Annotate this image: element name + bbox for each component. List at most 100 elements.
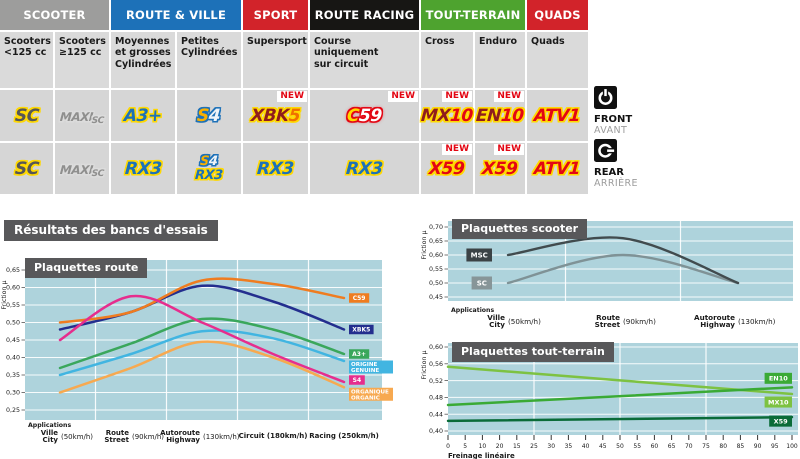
subcategory-header: Quads [527,32,588,88]
x-category-label: Highway [166,436,200,444]
series-label-box [349,293,370,303]
series-label: ORGANIQUE [351,389,389,395]
offroad-chart-title: Plaquettes tout-terrain [452,342,614,362]
x-axis-title: Freinage linéaire [448,452,515,459]
y-tick-label: 0,60 [6,285,20,292]
new-badge: NEW [388,91,418,102]
x-tick-label: 5 [463,443,467,450]
category-header-tout-terrain: TOUT-TERRAIN [421,0,525,30]
front-label-en: FRONT [594,114,633,125]
category-header-quads: QUADS [527,0,588,30]
x-category-speed: (130km/h) [738,317,776,326]
series-label: XBK5 [352,327,370,334]
x-tick-label: 10 [479,443,487,450]
x-category-speed: (90km/h) [623,317,656,326]
new-badge: NEW [442,91,472,102]
product-logo-sc: SC [13,105,40,126]
subcategory-header: Scooters <125 cc [0,32,53,88]
series-line-c59 [58,277,346,324]
series-label: MX10 [768,398,789,406]
y-tick-label: 0,56 [429,361,443,368]
product-logo-maxisc: MAXISC [59,162,105,179]
y-tick-label: 0,48 [429,395,443,402]
category-header-route-ville: ROUTE & VILLE [111,0,241,30]
rear-axle-label: REAR ARRIÈRE [594,139,644,189]
front-product-cell: NEW XBK5 [243,90,308,141]
x-tick-label: 90 [754,443,762,450]
series-label: SC [477,279,487,287]
x-axis-title: Applications [451,307,494,314]
series-label-box [769,415,792,427]
category-header-route-racing: ROUTE RACING [310,0,419,30]
subcategory-header: Moyennes et grosses Cylindrées [111,32,175,88]
x-category-label: Circuit (180km/h) [239,432,308,440]
series-label: S4 [353,377,362,384]
rear-product-cell: MAXISC [55,143,109,194]
category-header-sport: SPORT [243,0,308,30]
x-category-label: Street [104,436,129,444]
front-product-cell: NEW MX10 [420,90,474,141]
series-label: ORIGINE [351,362,377,368]
x-tick-label: 20 [496,443,504,450]
front-product-cell: S4 [177,90,241,141]
product-logo-mx10: MX10 [420,105,474,126]
series-line-x59 [446,415,794,423]
route-chart-title: Plaquettes route [25,258,148,278]
x-category-label: Autoroute [694,313,735,322]
y-tick-label: 0,40 [429,428,443,435]
y-tick-label: 0,45 [6,337,20,344]
series-label-box [349,375,365,385]
y-axis-title: Friction µ [421,230,428,259]
series-line-origine [58,329,346,377]
product-logo-atv1: ATV1 [533,105,582,126]
series-label: X59 [774,418,789,426]
x-tick-label: 55 [633,443,641,450]
series-line-en10 [446,386,794,407]
y-tick-label: 0,50 [429,280,443,287]
product-logo-x59: X59 [428,158,466,179]
rear-product-cell: S4 RX3 [177,143,241,194]
product-logo-x59: X59 [481,158,519,179]
y-axis-title: Friction µ [421,350,428,379]
x-category-label: Autoroute [160,429,200,437]
front-label-fr: AVANT [594,125,628,136]
x-category-label: Route [596,313,620,322]
y-tick-label: 0,30 [6,390,20,397]
x-category-label: Route [106,429,130,437]
subcategory-header: Supersport [243,32,308,88]
x-tick-label: 85 [737,443,745,450]
rear-product-cell: RX3 [111,143,175,194]
series-label: C59 [353,295,366,302]
y-tick-label: 0,44 [429,411,443,418]
x-category-label: City [43,436,59,444]
product-logo-c59: C59 [346,105,383,126]
series-line-a3+ [58,317,346,370]
series-label: GENUINE [351,368,379,374]
rear-label-en: REAR [594,167,624,178]
series-label: A3+ [352,351,366,358]
new-badge: NEW [442,144,472,155]
front-brake-disc-icon [594,86,617,113]
rear-brake-disc-icon [594,139,617,166]
product-logo-sc: SC [13,158,40,179]
series-line-s4 [58,294,346,384]
x-category-label: City [489,320,505,329]
x-tick-label: 25 [530,443,538,450]
front-products-row: SC MAXISC A3+ S4 NEW XBK5 NEW C59 NEW MX10 NEW EN10… [0,90,590,141]
front-axle-label: FRONT AVANT [594,86,644,136]
x-category-speed: (50km/h) [508,317,541,326]
y-tick-label: 0,40 [6,355,20,362]
x-tick-label: 35 [565,443,573,450]
x-category-speed: (130km/h) [203,433,240,441]
y-tick-label: 0,45 [429,294,443,301]
x-tick-label: 50 [616,443,624,450]
front-product-cell: NEW C59 [310,90,419,141]
y-tick-label: 0,60 [429,344,443,351]
x-tick-label: 95 [771,443,779,450]
category-header-row: SCOOTER ROUTE & VILLE SPORT ROUTE RACING TOU… [0,0,590,30]
x-tick-label: 70 [685,443,693,450]
offroad-pads-chart: 0,60 0,56 0,52 0,48 0,44 0,40 Friction µ 0 5 10 20… [421,343,798,459]
x-category-label: Ville [41,429,58,437]
y-tick-label: 0,50 [6,320,20,327]
